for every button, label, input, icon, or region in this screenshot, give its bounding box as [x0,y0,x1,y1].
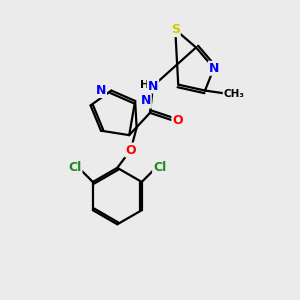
Text: O: O [125,143,136,157]
Text: S: S [171,23,180,36]
Text: N: N [96,84,106,97]
Text: N: N [148,80,158,93]
Text: H: H [140,80,149,90]
Text: Cl: Cl [153,161,166,174]
Text: N: N [209,62,219,75]
Text: Cl: Cl [68,161,82,174]
Text: CH₃: CH₃ [224,88,244,98]
Text: O: O [172,114,183,127]
Text: N: N [140,94,151,107]
